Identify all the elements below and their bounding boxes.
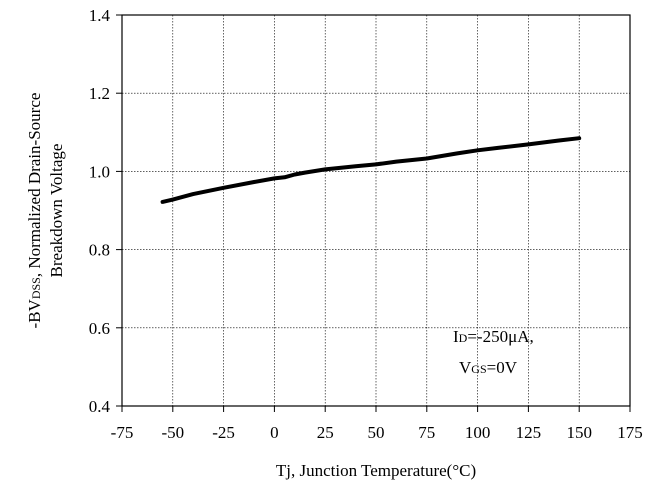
x-tick-label: -25 [212,423,235,442]
annotation-id: ID=-250μA, [453,327,534,346]
grid [122,15,630,406]
x-tick-label: -75 [111,423,134,442]
y-tick-label: 1.0 [89,162,110,181]
y-tick-labels: 0.4 0.6 0.8 1.0 1.2 1.4 [89,6,111,416]
y-axis-title-line1: -BVDSS, Normalized Drain-Source [25,93,44,329]
x-tick-label: 150 [566,423,592,442]
y-tick-label: 1.2 [89,84,110,103]
y-axis-title-line2: Breakdown Voltage [47,144,66,278]
y-axis-title: -BVDSS, Normalized Drain-Source Breakdow… [25,93,66,329]
y-tick-label: 1.4 [89,6,111,25]
x-tick-label: 0 [270,423,279,442]
x-tick-label: 50 [368,423,385,442]
x-tick-label: 25 [317,423,334,442]
y-tick-label: 0.8 [89,241,110,260]
series-group [160,136,582,204]
x-tick-labels: -75 -50 -25 0 25 50 75 100 125 150 175 [111,423,643,442]
y-tick-label: 0.4 [89,397,111,416]
y-tick-label: 0.6 [89,319,110,338]
tick-marks [116,14,631,412]
annotation-vgs: VGS=0V [459,358,518,377]
x-tick-label: -50 [161,423,184,442]
conditions-annotation: ID=-250μA, VGS=0V [453,327,534,377]
x-axis-title: Tj, Junction Temperature(°C) [276,461,476,480]
series-line [160,136,582,204]
x-tick-label: 75 [418,423,435,442]
x-tick-label: 100 [465,423,491,442]
x-tick-label: 125 [516,423,542,442]
x-tick-label: 175 [617,423,643,442]
